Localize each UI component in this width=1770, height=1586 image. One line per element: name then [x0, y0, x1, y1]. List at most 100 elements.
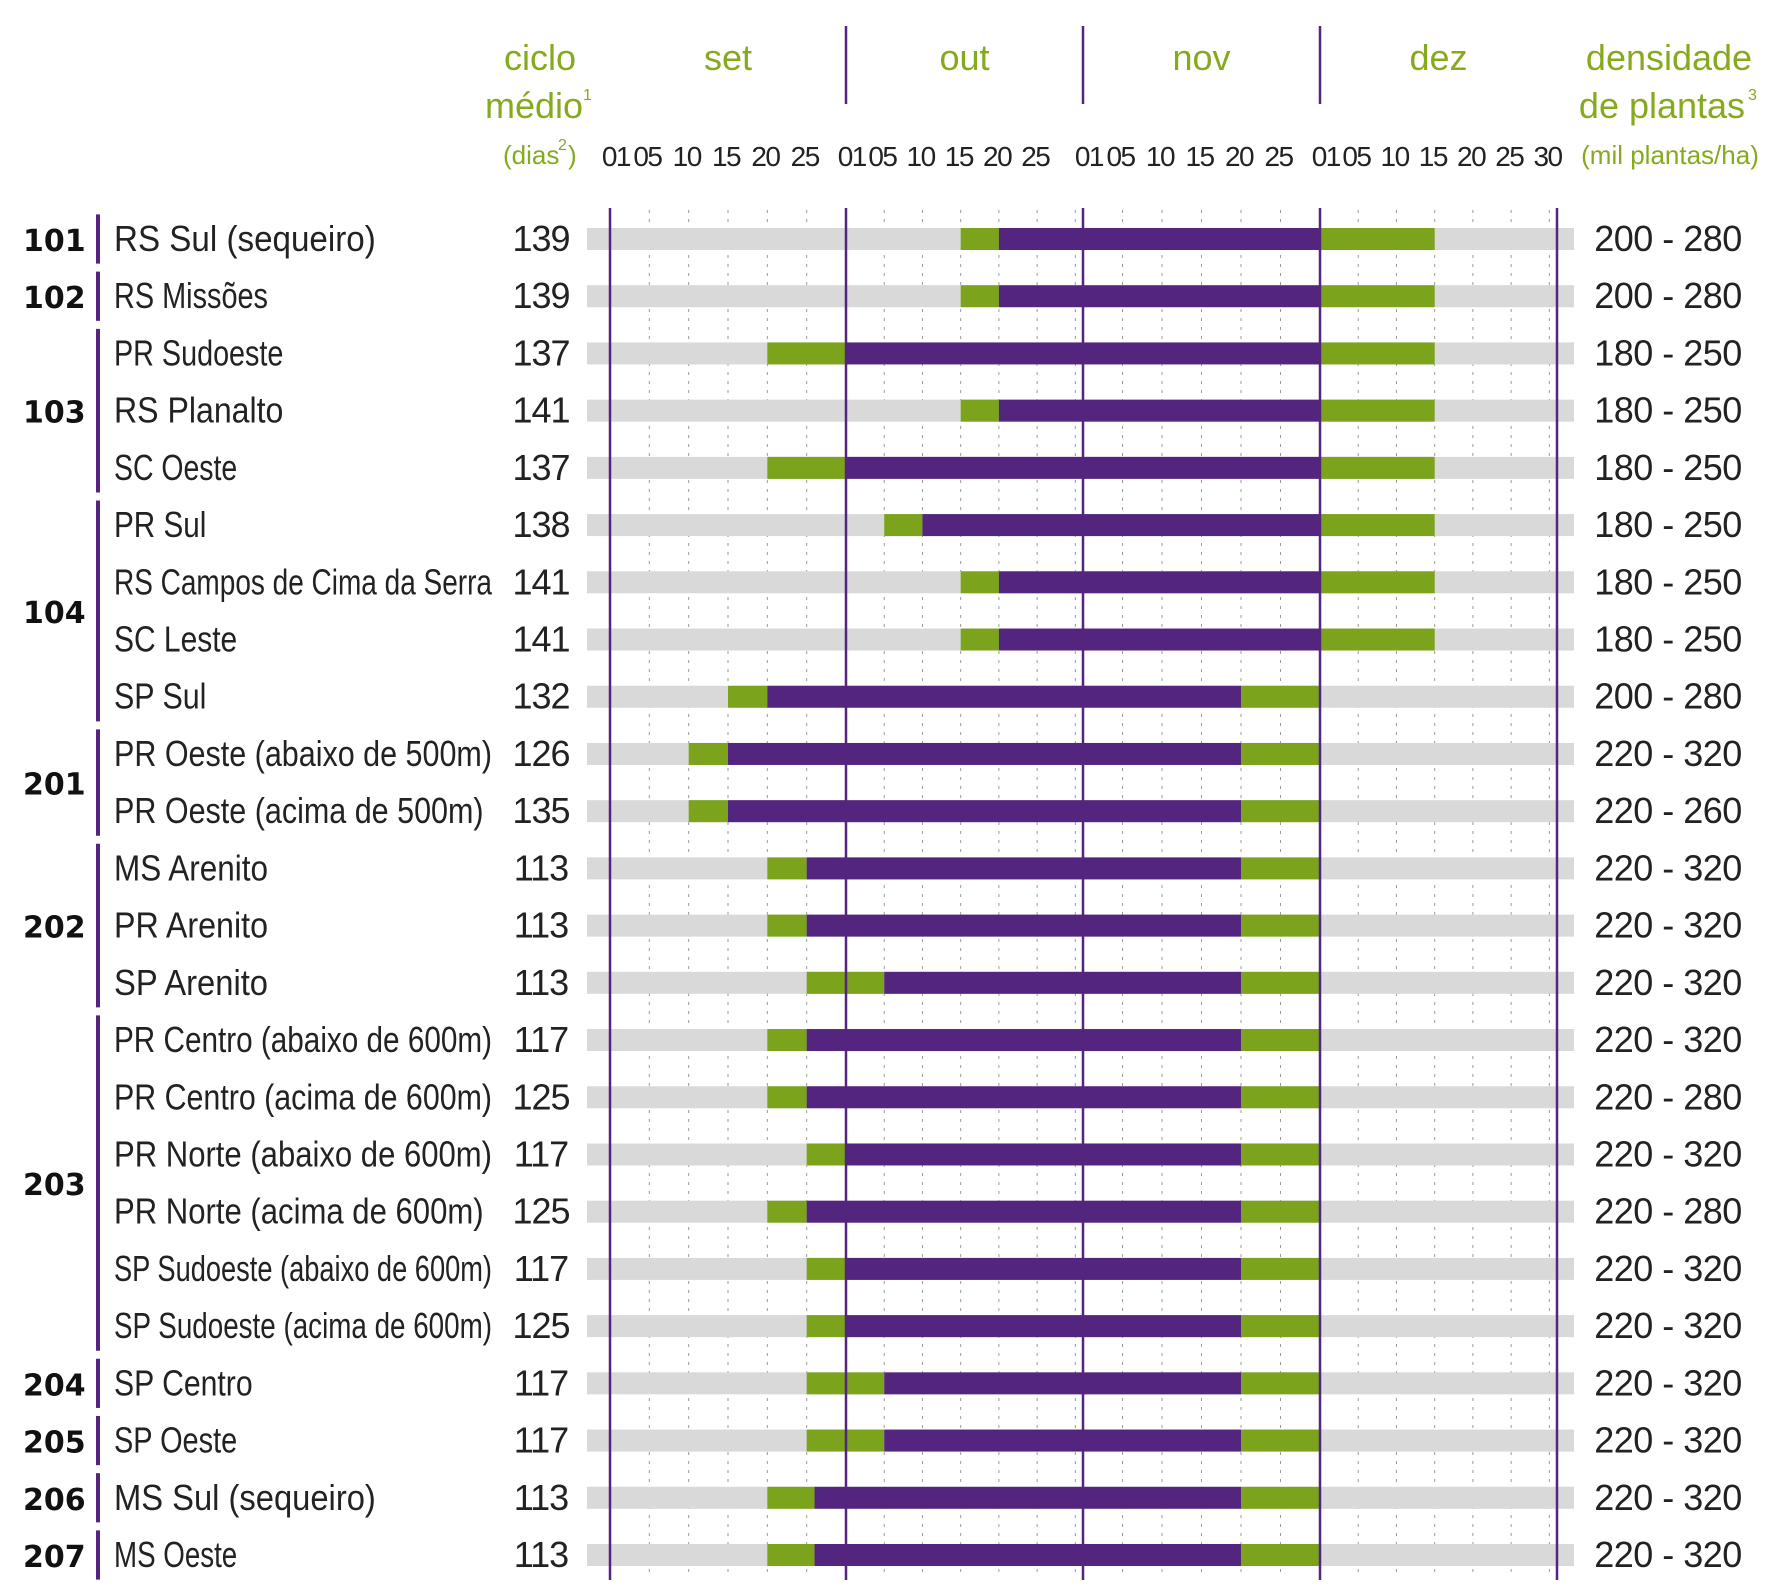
cycle-value: 113 [514, 847, 568, 888]
optimal-window-bar [846, 1143, 1241, 1166]
density-header-unit: (mil plantas/ha) [1581, 140, 1759, 170]
group-code: 104 [23, 596, 86, 631]
group-code: 203 [23, 1168, 86, 1203]
density-value: 220 - 320 [1594, 1420, 1742, 1461]
tolerated-window-bar [1241, 742, 1320, 765]
cycle-value: 117 [514, 1133, 568, 1174]
tolerated-window-bar [1241, 1429, 1320, 1452]
day-tick-label: 20 [751, 141, 780, 172]
optimal-window-bar [806, 1200, 1241, 1223]
tolerated-window-bar [1241, 1372, 1320, 1395]
optimal-window-bar [728, 800, 1241, 823]
optimal-window-bar [884, 1429, 1241, 1452]
region-label: RS Missões [114, 275, 268, 316]
cycle-header-unit-close: ) [568, 140, 577, 170]
tolerated-window-bar [1241, 800, 1320, 823]
optimal-window-bar [767, 685, 1241, 708]
cycle-value: 125 [512, 1191, 569, 1232]
cycle-value: 132 [512, 676, 569, 717]
day-tick-label: 25 [1264, 141, 1293, 172]
optimal-window-bar [884, 1372, 1241, 1395]
cycle-value: 125 [512, 1076, 569, 1117]
region-label: RS Planalto [114, 390, 283, 431]
cycle-value: 117 [514, 1420, 568, 1461]
optimal-window-bar [728, 742, 1241, 765]
region-label: SP Oeste [114, 1420, 237, 1461]
cycle-header-unit-sup: 2 [558, 137, 567, 154]
cycle-value: 141 [512, 561, 569, 602]
day-tick-label: 25 [1495, 141, 1524, 172]
optimal-window-bar [806, 914, 1241, 937]
tolerated-window-bar [1241, 1486, 1320, 1509]
tolerated-window-bar [1320, 456, 1435, 479]
region-label: PR Norte (acima de 600m) [114, 1191, 484, 1232]
density-value: 220 - 320 [1594, 1534, 1742, 1575]
region-label: PR Oeste (acima de 500m) [114, 790, 484, 831]
day-tick-label: 10 [1146, 141, 1175, 172]
day-tick-label: 01 [838, 141, 867, 172]
day-tick-label: 10 [1381, 141, 1410, 172]
density-value: 200 - 280 [1594, 275, 1742, 316]
day-tick-label: 15 [945, 141, 974, 172]
cycle-value: 139 [512, 275, 569, 316]
tolerated-window-bar [1320, 514, 1435, 537]
tolerated-window-bar [1241, 685, 1320, 708]
tolerated-window-bar [767, 456, 846, 479]
density-header-line1: densidade [1586, 37, 1752, 78]
tolerated-window-bar [767, 1200, 807, 1223]
density-value: 220 - 320 [1594, 733, 1742, 774]
region-label: PR Arenito [114, 905, 268, 946]
cycle-value: 139 [512, 218, 569, 259]
tolerated-window-bar [806, 1315, 846, 1338]
tolerated-window-bar [960, 285, 999, 308]
day-tick-label: 30 [1533, 141, 1562, 172]
day-tick-label: 10 [673, 141, 702, 172]
tolerated-window-bar [1320, 228, 1435, 250]
day-tick-label: 15 [1185, 141, 1214, 172]
cycle-value: 117 [514, 1248, 568, 1289]
cycle-value: 126 [512, 733, 569, 774]
cycle-value: 117 [514, 1362, 568, 1403]
density-header-sup: 3 [1748, 87, 1757, 104]
optimal-window-bar [998, 399, 1320, 422]
density-value: 180 - 250 [1594, 619, 1742, 660]
optimal-window-bar [846, 1315, 1241, 1338]
month-label-nov: nov [1172, 37, 1230, 78]
month-label-dez: dez [1409, 37, 1467, 78]
group-code: 101 [23, 224, 86, 259]
day-tick-label: 10 [907, 141, 936, 172]
region-label: SP Sudoeste (abaixo de 600m) [114, 1248, 492, 1289]
tolerated-window-bar [767, 342, 846, 365]
month-label-set: set [704, 37, 752, 78]
tolerated-window-bar [767, 1486, 815, 1509]
tolerated-window-bar [806, 1143, 846, 1166]
region-label: PR Oeste (abaixo de 500m) [114, 733, 492, 774]
region-label: PR Sul [114, 504, 206, 545]
tolerated-window-bar [1241, 1143, 1320, 1166]
tolerated-window-bar [1241, 857, 1320, 880]
density-value: 200 - 280 [1594, 676, 1742, 717]
cycle-value: 113 [514, 905, 568, 946]
density-value: 220 - 280 [1594, 1191, 1742, 1232]
density-value: 200 - 280 [1594, 218, 1742, 259]
cycle-header-unit-open: (dias [503, 140, 559, 170]
cycle-value: 113 [514, 1534, 568, 1575]
region-label: PR Norte (abaixo de 600m) [114, 1133, 492, 1174]
tolerated-window-bar [960, 228, 999, 250]
cycle-value: 137 [512, 447, 569, 488]
tolerated-window-bar [1241, 971, 1320, 994]
density-value: 180 - 250 [1594, 447, 1742, 488]
cycle-value: 113 [514, 1477, 568, 1518]
day-tick-label: 15 [1419, 141, 1448, 172]
day-tick-label: 05 [1342, 141, 1371, 172]
cycle-value: 117 [514, 1019, 568, 1060]
density-value: 180 - 250 [1594, 332, 1742, 373]
day-tick-label: 15 [712, 141, 741, 172]
cycle-value: 125 [512, 1305, 569, 1346]
tolerated-window-bar [1241, 914, 1320, 937]
density-header-line2: de plantas [1579, 85, 1745, 126]
tolerated-window-bar [960, 571, 999, 594]
density-value: 180 - 250 [1594, 504, 1742, 545]
region-label: SP Sudoeste (acima de 600m) [114, 1305, 492, 1346]
